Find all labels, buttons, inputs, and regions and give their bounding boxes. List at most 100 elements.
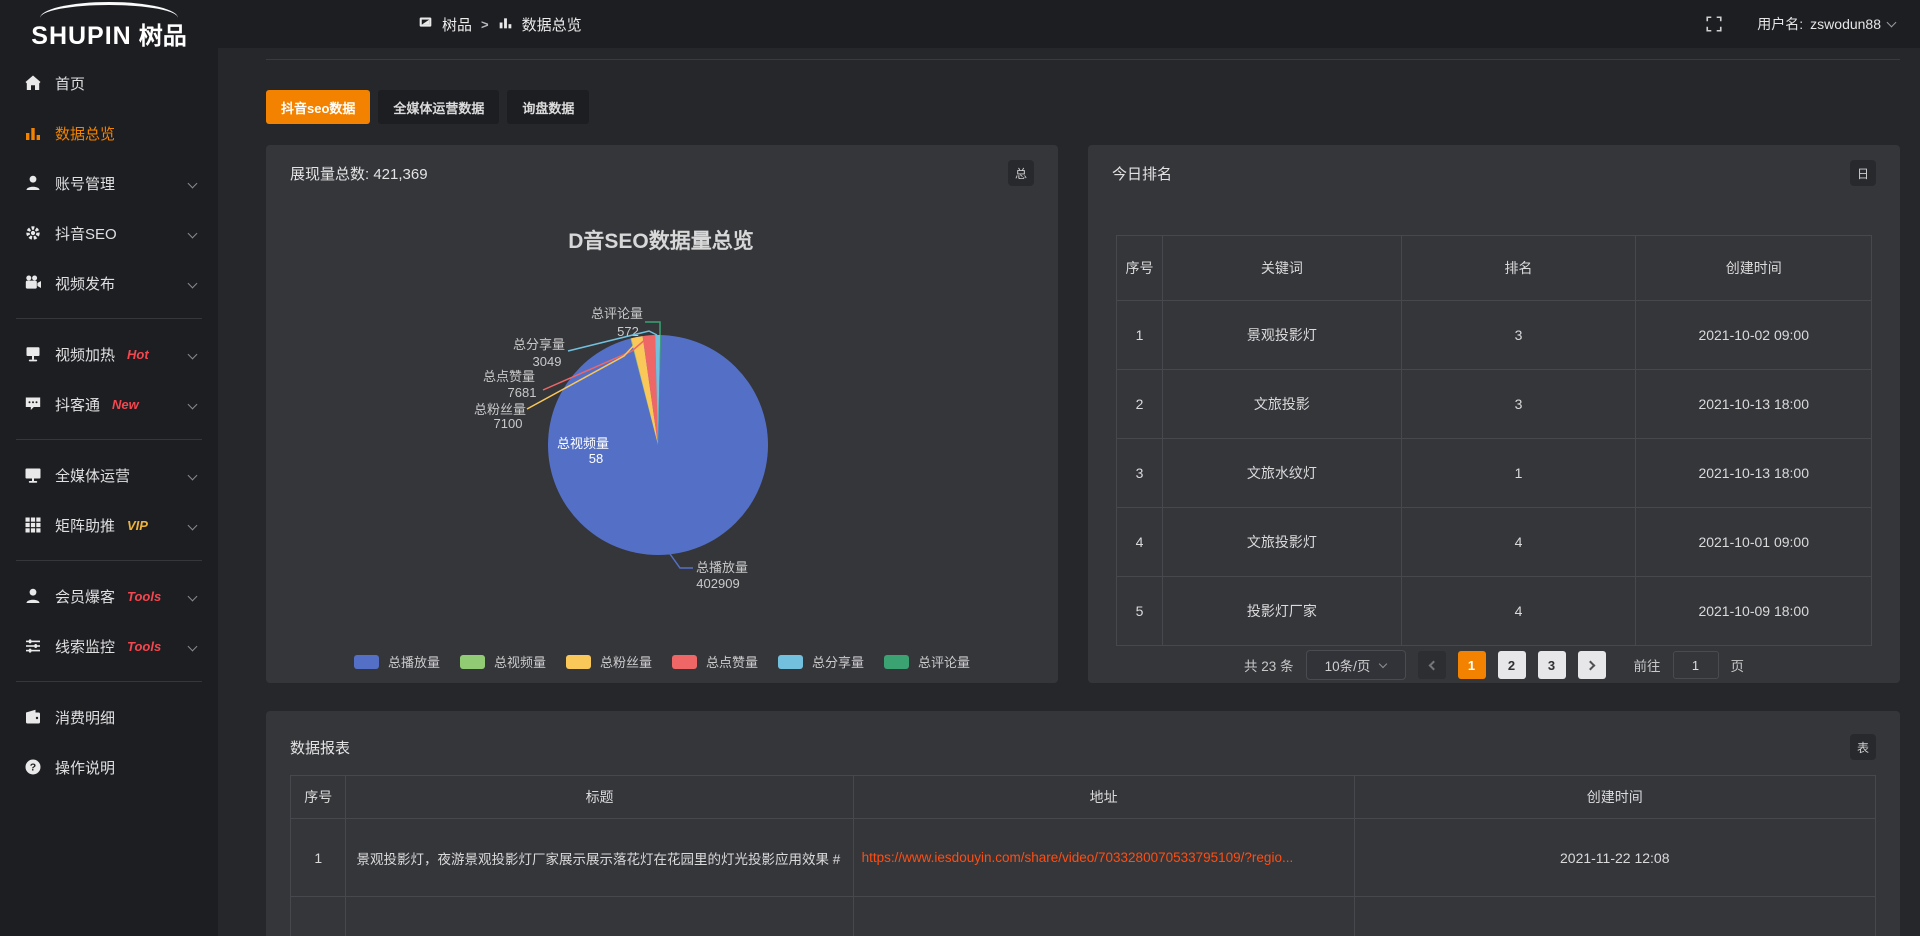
sidebar-item-lead-monitoring[interactable]: 线索监控 Tools bbox=[0, 621, 218, 671]
monitor-icon bbox=[24, 466, 42, 484]
cell-no: 4 bbox=[1115, 507, 1164, 577]
sidebar-item-member-baoke[interactable]: 会员爆客 Tools bbox=[0, 571, 218, 621]
cell-rank: 3 bbox=[1400, 369, 1637, 439]
sliders-icon bbox=[24, 637, 42, 655]
sidebar-item-label: 视频发布 bbox=[55, 275, 116, 293]
fullscreen-icon[interactable] bbox=[1705, 15, 1723, 33]
svg-text:总评论量: 总评论量 bbox=[591, 306, 643, 321]
table-cell-empty bbox=[1353, 896, 1877, 936]
legend-item[interactable]: 总分享量 bbox=[778, 652, 864, 671]
pie-slices bbox=[548, 334, 768, 555]
impressions-total: 展现量总数: 421,369 bbox=[290, 165, 428, 183]
user-icon bbox=[24, 587, 42, 605]
seo-overview-panel: 展现量总数: 421,369 总 D音SEO数据量总览 总评论量 572 总分享… bbox=[266, 145, 1058, 683]
video-camera-icon bbox=[24, 274, 42, 292]
tools-tag: Tools bbox=[127, 638, 162, 654]
daily-badge[interactable]: 日 bbox=[1850, 160, 1876, 186]
data-report-panel: 数据报表 表 序号 标题 地址 创建时间 1 景观投影灯，夜游景观投影灯厂 bbox=[266, 711, 1900, 936]
sidebar-item-label: 会员爆客 bbox=[55, 588, 116, 606]
pie-callout-shares: 总分享量 3049 bbox=[513, 330, 658, 369]
prev-page-button[interactable] bbox=[1417, 651, 1446, 679]
tab-douyin-seo-data[interactable]: 抖音seo数据 bbox=[266, 90, 371, 124]
chevron-down-icon bbox=[187, 399, 198, 409]
legend-item[interactable]: 总播放量 bbox=[353, 652, 440, 671]
user-menu[interactable]: 用户名: zswodun88 bbox=[1757, 14, 1897, 34]
table-row: 3 文旅水纹灯 1 2021-10-13 18:00 bbox=[1115, 438, 1872, 508]
sidebar-item-instructions[interactable]: ? 操作说明 bbox=[0, 742, 218, 792]
chevron-down-icon bbox=[187, 178, 198, 188]
pie-callout-fans: 总粉丝量 7100 bbox=[474, 340, 639, 431]
legend-swatch bbox=[884, 654, 910, 669]
col-title: 标题 bbox=[345, 775, 854, 819]
tab-inquiry-data[interactable]: 询盘数据 bbox=[507, 90, 590, 124]
legend-item[interactable]: 总视频量 bbox=[459, 652, 546, 671]
sidebar-item-consumption-details[interactable]: 消费明细 bbox=[0, 692, 218, 742]
page-button-3[interactable]: 3 bbox=[1537, 651, 1566, 679]
panel-title: 今日排名 bbox=[1112, 165, 1173, 183]
cell-rank: 4 bbox=[1400, 576, 1637, 646]
legend-item[interactable]: 总点赞量 bbox=[672, 652, 758, 671]
cell-rank: 4 bbox=[1400, 507, 1637, 577]
legend-item[interactable]: 总粉丝量 bbox=[565, 652, 652, 671]
table-header-row: 序号 关键词 排名 创建时间 bbox=[1115, 235, 1872, 301]
sidebar-item-home[interactable]: 首页 bbox=[0, 58, 218, 108]
table-row: 1 景观投影灯，夜游景观投影灯厂家展示展示落花灯在花园里的灯光投影应用效果 # … bbox=[289, 818, 1877, 897]
page-size-value: 10条/页 bbox=[1324, 659, 1371, 674]
cell-no: 3 bbox=[1115, 438, 1164, 508]
sidebar-item-matrix-boost[interactable]: 矩阵助推 VIP bbox=[0, 500, 218, 550]
legend-label: 总分享量 bbox=[812, 655, 865, 670]
cell-no: 5 bbox=[1115, 576, 1164, 646]
sidebar-item-douketong[interactable]: 抖客通 New bbox=[0, 379, 218, 429]
sidebar-item-account-management[interactable]: 账号管理 bbox=[0, 158, 218, 208]
table-cell-empty bbox=[345, 896, 854, 936]
legend-label: 总视频量 bbox=[493, 655, 546, 670]
col-url: 地址 bbox=[852, 775, 1355, 819]
svg-text:总视频量: 总视频量 bbox=[557, 436, 609, 451]
sidebar-item-label: 操作说明 bbox=[55, 759, 116, 777]
sidebar-item-label: 首页 bbox=[55, 75, 86, 93]
sidebar-item-omnimedia-operation[interactable]: 全媒体运营 bbox=[0, 450, 218, 500]
col-created: 创建时间 bbox=[1353, 775, 1877, 819]
col-rank: 排名 bbox=[1400, 235, 1637, 301]
sidebar-item-data-overview[interactable]: 数据总览 bbox=[0, 108, 218, 158]
table-badge[interactable]: 表 bbox=[1850, 734, 1876, 760]
legend-item[interactable]: 总评论量 bbox=[884, 652, 970, 671]
legend-label: 总粉丝量 bbox=[599, 655, 652, 670]
vip-tag: VIP bbox=[127, 517, 148, 533]
breadcrumb-root[interactable]: 树品 bbox=[442, 16, 473, 34]
page-button-1[interactable]: 1 bbox=[1457, 651, 1486, 679]
sidebar-item-douyin-seo[interactable]: 抖音SEO bbox=[0, 208, 218, 258]
main-content: 抖音seo数据 全媒体运营数据 询盘数据 展现量总数: 421,369 总 D音… bbox=[218, 48, 1920, 936]
cell-keyword: 文旅水纹灯 bbox=[1162, 438, 1402, 508]
signboard-icon bbox=[24, 345, 42, 363]
table-row: 1 景观投影灯 3 2021-10-02 09:00 bbox=[1115, 300, 1872, 370]
video-link[interactable]: https://www.iesdouyin.com/share/video/70… bbox=[861, 850, 1294, 865]
brand-logo[interactable]: SHUPIN 树品 bbox=[0, 0, 218, 51]
legend-swatch bbox=[672, 654, 697, 669]
cell-no: 1 bbox=[1115, 300, 1164, 370]
tab-omnimedia-data[interactable]: 全媒体运营数据 bbox=[378, 90, 500, 124]
page-size-select[interactable]: 10条/页 bbox=[1305, 650, 1406, 680]
cell-rank: 1 bbox=[1400, 438, 1637, 508]
svg-text:总粉丝量: 总粉丝量 bbox=[474, 402, 526, 417]
cell-keyword: 文旅投影 bbox=[1162, 369, 1402, 439]
pagination: 共 23 条 10条/页 1 2 3 前往 页 bbox=[1116, 646, 1872, 684]
goto-page-input[interactable] bbox=[1672, 651, 1719, 679]
table-row: 5 投影灯厂家 4 2021-10-09 18:00 bbox=[1115, 576, 1872, 646]
chevron-down-icon bbox=[187, 349, 198, 359]
page-button-2[interactable]: 2 bbox=[1497, 651, 1526, 679]
next-page-button[interactable] bbox=[1577, 651, 1606, 679]
total-badge[interactable]: 总 bbox=[1008, 160, 1034, 186]
pie-callout-plays: 总播放量 402909 bbox=[669, 553, 748, 591]
today-ranking-panel: 今日排名 日 序号 关键词 排名 创建时间 bbox=[1088, 145, 1900, 683]
sidebar-divider bbox=[16, 318, 202, 319]
sidebar-item-video-heating[interactable]: 视频加热 Hot bbox=[0, 329, 218, 379]
cell-keyword: 投影灯厂家 bbox=[1162, 576, 1402, 646]
cell-created: 2021-10-09 18:00 bbox=[1635, 576, 1872, 646]
legend-swatch bbox=[778, 654, 804, 669]
topbar: SHUPIN 树品 树品 > 数据总览 用户名: zswodun88 bbox=[0, 0, 1920, 51]
chart-title: D音SEO数据量总览 bbox=[568, 229, 754, 253]
sidebar-item-video-publish[interactable]: 视频发布 bbox=[0, 258, 218, 308]
arrow-left-icon bbox=[1428, 660, 1438, 670]
sidebar-item-label: 抖音SEO bbox=[55, 225, 117, 243]
